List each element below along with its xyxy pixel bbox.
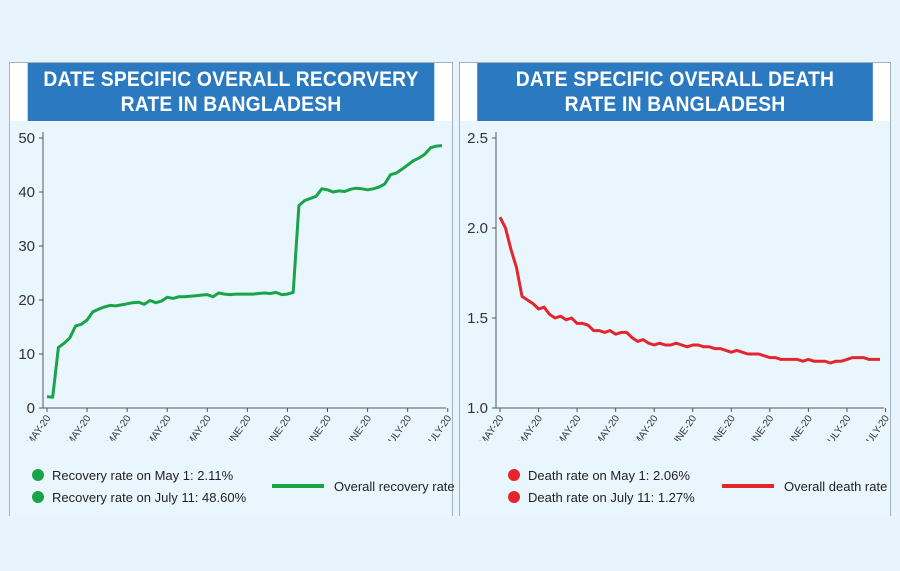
x-tick-label: 29-MAY-20 <box>624 413 661 441</box>
x-tick-label: 5-JUNE-20 <box>216 413 254 441</box>
death-legend-line: Overall death rate <box>722 475 887 497</box>
series-line <box>498 216 880 365</box>
recovery-title-line-1: DATE SPECIFIC OVERALL RECORVERY <box>43 68 419 91</box>
x-tick-label: 22-MAY-20 <box>137 413 174 441</box>
death-legend: Death rate on May 1: 2.06% Death rate on… <box>508 464 695 508</box>
recovery-chart-svg: 0 10 20 30 40 50 1-MAY-20 8-MAY-20 15-MAY-20 22-M… <box>18 130 454 441</box>
x-tick-label: 3-JULY-20 <box>818 413 854 441</box>
death-legend-first-label: Death rate on May 1: 2.06% <box>528 467 690 483</box>
x-tick-label: 26-JUNE-20 <box>774 413 815 441</box>
x-tick-label: 10-JULY-20 <box>416 413 454 441</box>
y-tick-label: 0 <box>27 400 35 417</box>
death-chart-title: DATE SPECIFIC OVERALL DEATH RATE IN BANG… <box>477 63 873 121</box>
y-tick-label: 2.5 <box>467 130 488 147</box>
x-tick-label: 12-JUNE-20 <box>253 413 294 441</box>
recovery-chart-area: 0 10 20 30 40 50 1-MAY-20 8-MAY-20 15-MAY-20 22-M… <box>10 121 455 517</box>
legend-dot-icon <box>508 469 520 481</box>
x-tick-label: 22-MAY-20 <box>585 413 622 441</box>
y-tick-label: 1.5 <box>467 310 488 327</box>
recovery-legend: Recovery rate on May 1: 2.11% Recovery r… <box>32 464 246 508</box>
recovery-chart-panel: DATE SPECIFIC OVERALL RECORVERY RATE IN … <box>9 62 455 517</box>
series-line <box>46 144 443 399</box>
y-tick-label: 50 <box>18 130 35 147</box>
recovery-legend-first: Recovery rate on May 1: 2.11% <box>32 464 246 486</box>
death-title-line-1: DATE SPECIFIC OVERALL DEATH <box>515 68 835 91</box>
x-tick-label: 3-JULY-20 <box>379 413 415 441</box>
death-chart-panel: DATE SPECIFIC OVERALL DEATH RATE IN BANG… <box>459 62 892 517</box>
legend-line-icon <box>722 484 774 488</box>
recovery-legend-last: Recovery rate on July 11: 48.60% <box>32 486 246 508</box>
x-tick-label: 15-MAY-20 <box>97 413 134 441</box>
x-tick-label: 8-MAY-20 <box>60 413 94 441</box>
death-legend-line-label: Overall death rate <box>784 478 888 494</box>
recovery-legend-line-label: Overall recovery rate <box>334 478 455 494</box>
recovery-legend-line: Overall recovery rate <box>272 475 455 497</box>
legend-dot-icon <box>32 491 44 503</box>
recovery-legend-last-label: Recovery rate on July 11: 48.60% <box>52 489 247 505</box>
y-tick-label: 10 <box>18 346 35 363</box>
death-title-line-2: RATE IN BANGLADESH <box>564 93 786 116</box>
recovery-title-line-2: RATE IN BANGLADESH <box>120 93 342 116</box>
x-tick-label: 12-JUNE-20 <box>697 413 738 441</box>
y-tick-label: 2.0 <box>467 220 488 237</box>
x-tick-label: 10-JULY-20 <box>853 413 892 441</box>
legend-dot-icon <box>32 469 44 481</box>
y-tick-label: 40 <box>18 184 35 201</box>
death-chart-svg: 1.0 1.5 2.0 2.5 1-MAY-20 8-MAY-20 15-MAY-20 22-… <box>467 130 892 441</box>
x-tick-label: 15-MAY-20 <box>546 413 583 441</box>
x-tick-label: 1-MAY-20 <box>473 413 507 441</box>
y-tick-label: 20 <box>18 292 35 309</box>
y-tick-label: 1.0 <box>467 400 488 417</box>
x-tick-label: 19-JUNE-20 <box>293 413 334 441</box>
x-tick-label: 1-MAY-20 <box>20 413 54 441</box>
death-chart-area: 1.0 1.5 2.0 2.5 1-MAY-20 8-MAY-20 15-MAY-20 22-… <box>460 121 892 517</box>
x-tick-label: 26-JUNE-20 <box>333 413 374 441</box>
legend-line-icon <box>272 484 324 488</box>
recovery-legend-first-label: Recovery rate on May 1: 2.11% <box>52 467 234 483</box>
death-legend-last-label: Death rate on July 11: 1.27% <box>528 489 695 505</box>
x-tick-label: 29-MAY-20 <box>177 413 214 441</box>
x-tick-label: 8-MAY-20 <box>511 413 545 441</box>
recovery-chart-title: DATE SPECIFIC OVERALL RECORVERY RATE IN … <box>27 63 435 121</box>
death-legend-last: Death rate on July 11: 1.27% <box>508 486 695 508</box>
death-legend-first: Death rate on May 1: 2.06% <box>508 464 695 486</box>
y-tick-label: 30 <box>18 238 35 255</box>
legend-dot-icon <box>508 491 520 503</box>
x-tick-label: 5-JUNE-20 <box>662 413 700 441</box>
x-tick-label: 19-JUNE-20 <box>736 413 777 441</box>
